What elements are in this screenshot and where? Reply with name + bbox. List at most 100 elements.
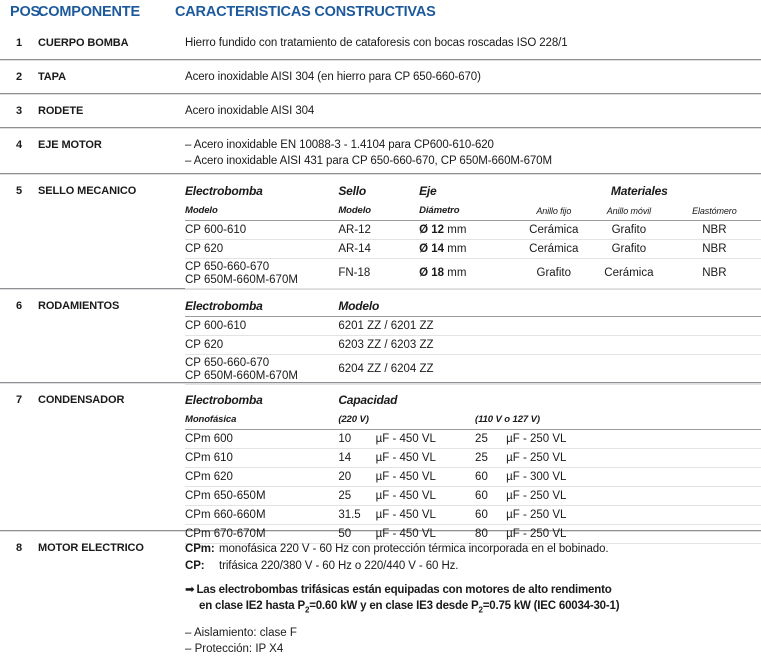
cell-modelo: CP 650-660-670 CP 650M-660M-670M [185,258,339,289]
arrow-right-icon: ➡ [185,584,195,596]
table-row: CPm 610 14 µF - 450 VL 25 µF - 250 VL [185,448,761,468]
seal-subtable: Electrobomba Sello Eje Materiales Modelo… [185,181,761,289]
header-cell-pos: POS. [10,4,44,20]
header-cell-componente: COMPONENTE [38,4,140,20]
note-subscript-2: 2 [478,605,483,615]
cell-modelo: CPm 610 [185,448,339,468]
col-electrobomba: Electrobomba [185,299,263,313]
cell-diametro: Ø 12 mm [419,220,518,240]
row-separator [0,127,761,129]
row-description-line-1: – Acero inoxidable EN 10088-3 - 1.4104 p… [185,139,494,151]
table-row: 6 RODAMIENTOS Electrobomba Modelo CP 600… [0,290,761,385]
table-row: CP 650-660-670 CP 650M-660M-670M 6204 ZZ… [185,354,761,385]
subtable-header-row: Electrobomba Modelo [185,296,761,317]
row-description: Acero inoxidable AISI 304 [185,105,315,117]
row-content: Hierro fundido con tratamiento de catafo… [185,27,761,52]
row-pos: 1 [15,37,23,49]
cell-cap220-unit: µF - 450 VL [375,448,476,468]
cell-anillo-fijo: Cerámica [517,220,591,240]
row-separator [0,173,761,175]
cell-cap110-unit: µF - 250 VL [506,524,761,544]
motor-protection-line: – Protección: IP X4 [185,643,284,656]
col-modelo-electrobomba: Modelo [185,204,218,216]
col-monofasica: Monofásica [185,413,237,425]
table-row: CP 620 AR-14 Ø 14 mm Cerámica Grafito NB… [185,239,761,259]
cell-modelo: CP 600-610 [185,220,339,240]
col-modelo: Modelo [338,299,380,313]
col-sello: Sello [338,184,366,198]
note-subscript-1: 2 [304,605,310,615]
row-description-line-2: – Acero inoxidable AISI 431 para CP 650-… [185,155,552,167]
cell-bearing-value: 6201 ZZ / 6201 ZZ [338,316,761,336]
col-modelo-sello: Modelo [338,204,371,216]
row-pos: 6 [15,300,23,312]
motor-insulation-line: – Aislamiento: clase F [185,627,297,640]
cell-anillo-movil: Grafito [590,239,668,259]
cell-elastomero: NBR [667,239,761,259]
cell-anillo-fijo: Grafito [517,258,591,289]
cell-cap110-unit: µF - 250 VL [506,486,761,506]
table-row: 5 SELLO MECANICO Electrobomba Sello Eje … [0,175,761,289]
row-description: Hierro fundido con tratamiento de catafo… [185,37,568,49]
row-component-name: RODAMIENTOS [38,300,120,312]
bearings-subtable: Electrobomba Modelo CP 600-610 6201 ZZ /… [185,296,761,385]
cell-sello: AR-14 [338,239,420,259]
cell-modelo: CPm 650-650M [185,486,339,506]
cell-cap110-value: 60 [475,486,507,506]
diametro-value: Ø 12 [419,224,445,236]
cell-diametro: Ø 14 mm [419,239,518,259]
table-header: POS. COMPONENTE CARACTERISTICAS CONSTRUC… [0,0,761,27]
note-line-2-part-c: =0.75 kW (IEC 60034-30-1) [482,600,620,612]
motor-cp-text: trifásica 220/380 V - 60 Hz o 220/440 V … [219,560,459,572]
col-voltage-110: (110 V o 127 V) [475,413,540,425]
motor-efficiency-note: ➡ Las electrobombas trifásicas están equi… [185,582,761,618]
cell-cap110-value: 60 [475,505,507,525]
note-line-2-part-b: =0.60 kW y en clase IE3 desde P [309,600,479,612]
table-row: CP 650-660-670 CP 650M-660M-670M FN-18 Ø… [185,258,761,289]
row-component-name: SELLO MECANICO [38,185,137,197]
table-row: 1 CUERPO BOMBA Hierro fundido con tratam… [0,27,761,59]
cell-elastomero: NBR [667,258,761,289]
row-component-name: CONDENSADOR [38,394,125,406]
row-pos: 5 [15,185,23,197]
table-row: 4 EJE MOTOR – Acero inoxidable EN 10088-… [0,129,761,173]
cell-elastomero: NBR [667,220,761,240]
diametro-unit: mm [447,267,467,279]
row-content: Acero inoxidable AISI 304 [185,95,761,120]
cell-sello: FN-18 [338,258,420,289]
capacitor-subtable: Electrobomba Capacidad Monofásica (220 V… [185,390,761,544]
header-cell-caracteristicas: CARACTERISTICAS CONSTRUCTIVAS [175,4,436,20]
row-separator [0,288,761,290]
cell-cap220-unit: µF - 450 VL [375,467,476,487]
cell-cap220-value: 20 [338,467,376,487]
cell-cap110-unit: µF - 250 VL [506,505,761,525]
col-electrobomba: Electrobomba [185,393,263,407]
cell-anillo-fijo: Cerámica [517,239,591,259]
row-pos: 7 [15,394,23,406]
cell-cap110-unit: µF - 250 VL [506,448,761,468]
col-materiales-group: Materiales [610,184,668,198]
cell-cap110-value: 80 [475,524,507,544]
row-content: Electrobomba Modelo CP 600-610 6201 ZZ /… [185,290,761,385]
table-row: 3 RODETE Acero inoxidable AISI 304 [0,95,761,127]
cell-cap220-value: 50 [338,524,376,544]
cell-cap110-value: 25 [475,448,507,468]
table-row: CPm 650-650M 25 µF - 450 VL 60 µF - 250 … [185,486,761,506]
table-row: CP 600-610 AR-12 Ø 12 mm Cerámica Grafit… [185,220,761,240]
col-capacidad: Capacidad [338,393,398,407]
row-pos: 4 [15,139,23,151]
row-pos: 2 [15,71,23,83]
motor-cp-line: CP: trifásica 220/380 V - 60 Hz o 220/440… [185,558,761,575]
row-content: Electrobomba Sello Eje Materiales Modelo… [185,175,761,289]
cell-cap220-value: 31.5 [338,505,376,525]
note-line-2-part-a: en clase IE2 hasta P [199,600,305,612]
cell-modelo: CP 620 [185,335,339,355]
table-row: CPm 620 20 µF - 450 VL 60 µF - 300 VL [185,467,761,487]
table-row: 2 TAPA Acero inoxidable AISI 304 (en hie… [0,61,761,93]
col-electrobomba: Electrobomba [185,184,263,198]
cell-modelo-line-2: CP 650M-660M-670M [185,369,298,382]
cell-modelo-line-1: CP 650-660-670 [185,356,270,369]
diametro-unit: mm [447,224,467,236]
row-separator [0,93,761,95]
cell-cap220-value: 14 [338,448,376,468]
